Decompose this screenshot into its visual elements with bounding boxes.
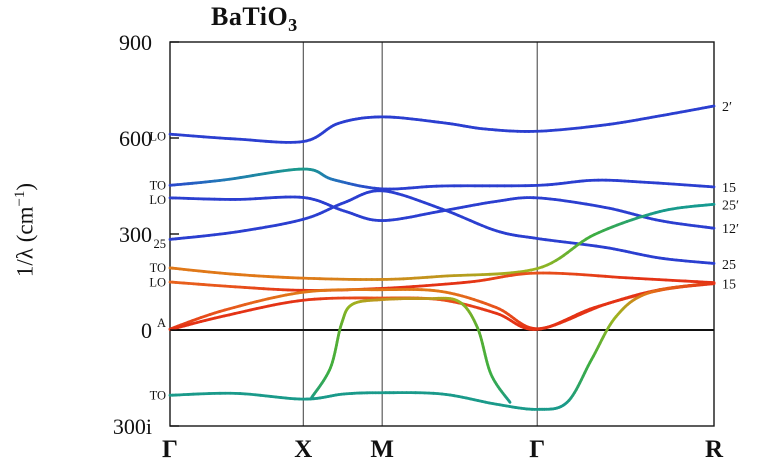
- phonon-branch-la-acoustic: [168, 282, 716, 331]
- gridlines: [302, 42, 538, 426]
- y-tick-label-0: 0: [141, 318, 152, 343]
- left-mode-label-1: TO: [150, 178, 166, 192]
- right-mode-label-0: 2′: [722, 100, 732, 115]
- right-mode-label-5: 15: [722, 278, 736, 293]
- right-mode-label-4: 25: [722, 258, 736, 273]
- left-mode-label-4: TO: [150, 261, 166, 275]
- y-axis-ticks: 900 600 300 0 300i: [113, 30, 179, 439]
- right-mode-label-2: 25′: [722, 199, 739, 214]
- phonon-branch-soft-to1: [168, 281, 716, 411]
- phonon-branch-soft-plateau: [310, 296, 512, 404]
- x-tick-label-2: M: [370, 436, 394, 463]
- phonon-branch-to2-25prime: [168, 202, 716, 281]
- right-mode-label-1: 15: [722, 181, 736, 196]
- figure-title: BaTiO3: [211, 2, 298, 36]
- left-mode-label-6: A: [157, 316, 166, 330]
- x-tick-label-3: Γ: [529, 436, 545, 463]
- left-mode-label-5: LO: [149, 276, 166, 290]
- right-mode-labels: 2′ 15 25′ 12′ 25 15: [722, 100, 739, 293]
- phonon-branch-silent25-25: [168, 189, 716, 265]
- phonon-branch-to3-15: [168, 167, 716, 191]
- y-tick-label-900: 900: [119, 30, 152, 55]
- left-mode-label-2: LO: [149, 193, 166, 207]
- x-tick-label-4: R: [705, 436, 724, 463]
- left-mode-label-0: LO: [149, 129, 166, 143]
- left-mode-label-7: TO: [150, 388, 166, 402]
- y-tick-label-600: 600: [119, 126, 152, 151]
- title-formula-subscript: 3: [288, 15, 298, 36]
- phonon-branch-lo3-2prime: [168, 104, 716, 144]
- plot-frame: [169, 41, 715, 427]
- title-formula: BaTiO: [211, 2, 289, 31]
- left-mode-label-3: 25: [154, 237, 167, 251]
- y-tick-label-300i: 300i: [113, 414, 152, 439]
- x-tick-label-0: Γ: [162, 436, 178, 463]
- y-tick-label-300: 300: [119, 222, 152, 247]
- x-tick-label-1: X: [294, 436, 312, 463]
- right-mode-label-3: 12′: [722, 222, 739, 237]
- phonon-branch-lo2-12prime: [168, 195, 716, 230]
